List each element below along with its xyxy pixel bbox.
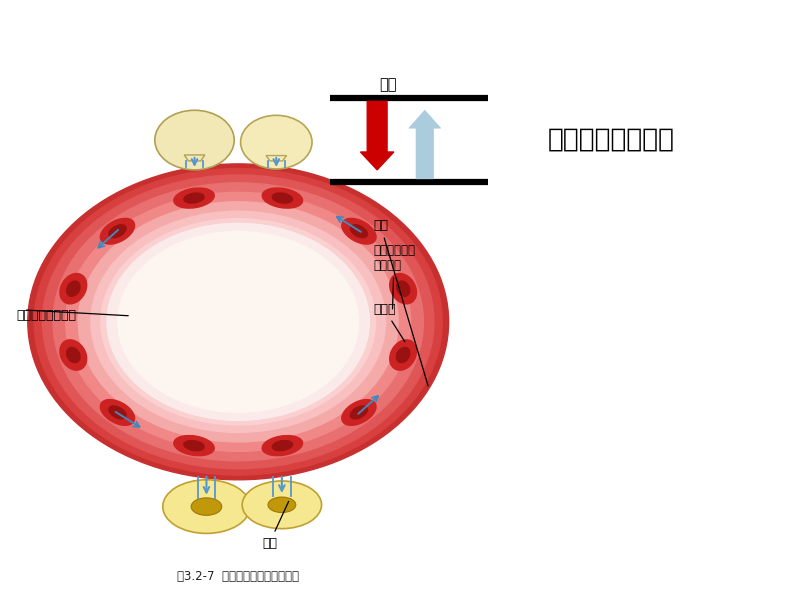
Ellipse shape [191, 498, 222, 516]
Ellipse shape [272, 440, 292, 451]
Ellipse shape [341, 399, 376, 426]
Circle shape [91, 211, 385, 433]
Text: 红细胞: 红细胞 [373, 303, 405, 342]
Ellipse shape [163, 480, 250, 533]
Ellipse shape [184, 440, 204, 451]
Text: 肺泡: 肺泡 [380, 77, 397, 92]
Text: 由血浆运送的
二氧化碳: 由血浆运送的 二氧化碳 [373, 244, 415, 309]
Ellipse shape [396, 281, 410, 296]
Ellipse shape [109, 406, 126, 419]
Ellipse shape [60, 340, 87, 370]
Ellipse shape [341, 218, 376, 244]
Circle shape [118, 231, 359, 412]
Circle shape [155, 110, 234, 170]
Ellipse shape [100, 399, 135, 426]
Ellipse shape [242, 481, 322, 529]
Ellipse shape [390, 340, 417, 370]
Circle shape [66, 193, 410, 451]
Ellipse shape [100, 218, 135, 244]
Ellipse shape [396, 347, 410, 362]
Ellipse shape [109, 225, 126, 238]
Text: 图3.2-7  人体内的气体交换示意图: 图3.2-7 人体内的气体交换示意图 [177, 570, 299, 583]
Circle shape [107, 224, 369, 420]
Ellipse shape [350, 225, 368, 238]
Circle shape [28, 164, 449, 480]
Text: 由红细胞运送的氧: 由红细胞运送的氧 [16, 309, 76, 322]
Polygon shape [266, 156, 287, 161]
Ellipse shape [272, 193, 292, 203]
Circle shape [241, 116, 312, 169]
Ellipse shape [67, 281, 80, 296]
Text: 肺泡内的气体交换: 肺泡内的气体交换 [548, 127, 675, 153]
Text: 细胞: 细胞 [262, 501, 289, 550]
Ellipse shape [262, 436, 303, 456]
Ellipse shape [350, 406, 368, 419]
Text: 血管: 血管 [373, 219, 428, 386]
Ellipse shape [390, 274, 417, 304]
Circle shape [107, 224, 369, 420]
FancyArrow shape [360, 101, 394, 170]
Ellipse shape [184, 193, 204, 203]
Circle shape [79, 202, 398, 442]
Circle shape [101, 219, 376, 425]
Circle shape [53, 183, 423, 461]
Circle shape [43, 175, 434, 468]
Polygon shape [184, 155, 205, 161]
Ellipse shape [60, 274, 87, 304]
Circle shape [34, 169, 442, 475]
Ellipse shape [67, 347, 80, 362]
Ellipse shape [268, 497, 295, 513]
Ellipse shape [262, 188, 303, 208]
FancyArrow shape [409, 110, 441, 179]
Ellipse shape [174, 436, 214, 456]
Ellipse shape [174, 188, 214, 208]
